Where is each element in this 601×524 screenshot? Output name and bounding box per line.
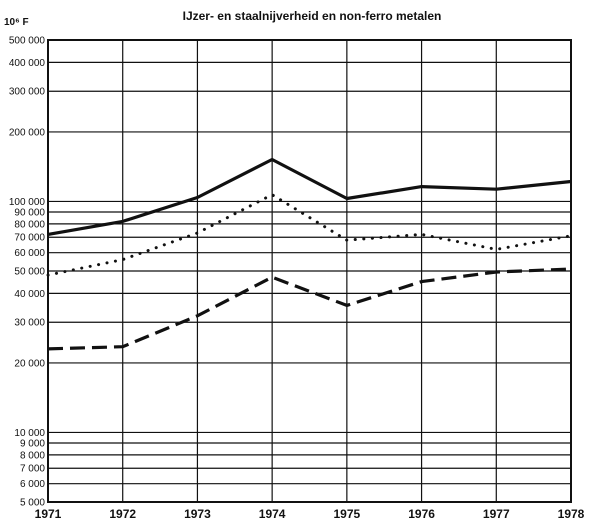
y-tick-label: 90 000 bbox=[14, 208, 45, 219]
series-dotted-line bbox=[46, 192, 573, 277]
plot-frame bbox=[47, 39, 572, 503]
y-tick-label: 400 000 bbox=[9, 58, 46, 69]
x-tick-label: 1975 bbox=[334, 507, 361, 521]
y-tick-label: 30 000 bbox=[14, 318, 45, 329]
y-tick-label: 50 000 bbox=[14, 267, 45, 278]
y-tick-label: 6 000 bbox=[20, 479, 45, 490]
y-tick-label: 100 000 bbox=[9, 197, 46, 208]
y-tick-label: 40 000 bbox=[14, 289, 45, 300]
y-tick-label: 5 000 bbox=[20, 498, 45, 509]
y-tick-label: 200 000 bbox=[9, 127, 46, 138]
x-tick-label: 1974 bbox=[259, 507, 286, 521]
y-tick-label: 8 000 bbox=[20, 450, 45, 461]
grid-lines bbox=[47, 39, 572, 503]
x-tick-label: 1971 bbox=[35, 507, 62, 521]
x-tick-label: 1976 bbox=[408, 507, 435, 521]
data-series bbox=[46, 157, 573, 351]
y-tick-label: 7 000 bbox=[20, 464, 45, 475]
x-tick-label: 1977 bbox=[483, 507, 510, 521]
y-tick-label: 9 000 bbox=[20, 439, 45, 450]
y-axis-unit: 10⁶ F bbox=[4, 17, 29, 28]
y-tick-label: 70 000 bbox=[14, 233, 45, 244]
y-tick-label: 500 000 bbox=[9, 36, 46, 47]
y-tick-label: 20 000 bbox=[14, 358, 45, 369]
y-tick-label: 300 000 bbox=[9, 87, 46, 98]
series-solid-line bbox=[47, 157, 572, 236]
x-tick-label: 1972 bbox=[109, 507, 136, 521]
y-tick-label: 80 000 bbox=[14, 219, 45, 230]
series-dashed-line bbox=[47, 267, 572, 351]
y-tick-label: 10 000 bbox=[14, 428, 45, 439]
x-tick-label: 1973 bbox=[184, 507, 211, 521]
x-tick-label: 1978 bbox=[558, 507, 585, 521]
y-tick-label: 60 000 bbox=[14, 248, 45, 259]
chart-title: IJzer- en staalnijverheid en non-ferro m… bbox=[183, 9, 442, 23]
x-tick-labels: 1971 1972 1973 1974 1975 1976 1977 1978 bbox=[35, 507, 585, 521]
